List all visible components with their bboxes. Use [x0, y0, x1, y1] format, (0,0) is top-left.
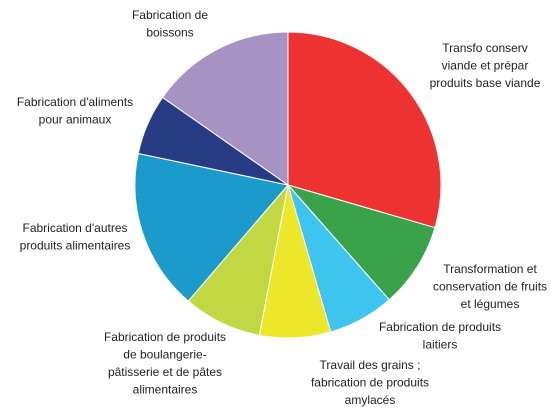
- pie-slice: [287, 31, 442, 229]
- label-line: de boulangerie-: [123, 348, 206, 362]
- label-line: boissons: [146, 26, 193, 40]
- slice-label: Fabrication de boissons: [132, 8, 208, 40]
- label-line: Fabrication d'aliments: [17, 95, 133, 109]
- label-line: produits alimentaires: [20, 239, 131, 253]
- slice-label: Fabrication de produits de boulangerie-pâ…: [104, 330, 226, 397]
- slice-label: Fabrication d'aliments pour animaux: [17, 95, 133, 127]
- slice-label: Transfo conserv viande et prépar produits …: [430, 41, 541, 90]
- pie-slice: [161, 31, 289, 186]
- label-line: Transfo conserv: [442, 41, 528, 55]
- label-line: amylacés: [345, 393, 396, 407]
- label-line: Fabrication de: [132, 8, 208, 22]
- pie-slice: [286, 184, 436, 301]
- label-line: Transformation et: [443, 262, 537, 276]
- label-line: pour animaux: [39, 113, 112, 127]
- label-line: conservation de fruits: [433, 280, 547, 294]
- slice-label: Travail des grains ; fabrication de produ…: [311, 358, 429, 407]
- label-line: viande et prépar: [442, 59, 529, 73]
- label-line: pâtisserie et de pâtes: [108, 365, 222, 379]
- label-line: alimentaires: [133, 383, 198, 397]
- label-line: et légumes: [461, 297, 520, 311]
- pie-slice: [134, 152, 289, 302]
- label-line: Fabrication de produits: [104, 330, 226, 344]
- label-line: laitiers: [423, 338, 458, 352]
- slice-label: Transformation et conservation de fruits e…: [433, 262, 547, 311]
- label-line: fabrication de produits: [311, 376, 429, 390]
- slice-label: Fabrication d'autres produits alimentaire…: [20, 221, 131, 253]
- slice-label: Fabrication de produits laitiers: [379, 320, 501, 352]
- label-line: Fabrication d'autres: [22, 221, 127, 235]
- label-line: produits base viande: [430, 76, 541, 90]
- label-line: Travail des grains ;: [320, 358, 421, 372]
- label-line: Fabrication de produits: [379, 320, 501, 334]
